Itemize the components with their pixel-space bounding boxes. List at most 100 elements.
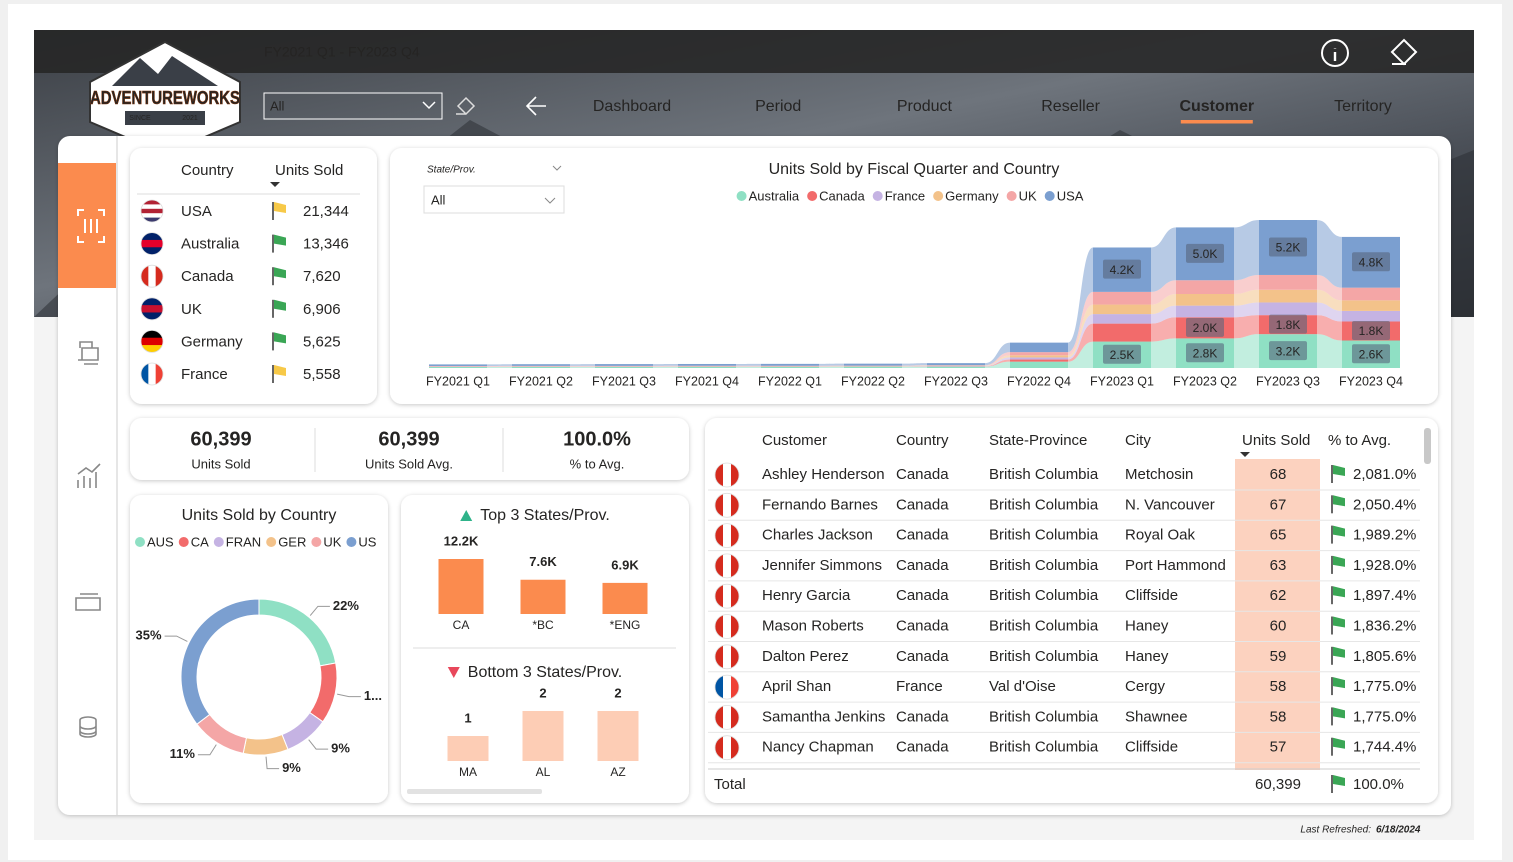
nav-item[interactable]: Dashboard <box>593 98 671 115</box>
ribbon-bar <box>429 366 487 368</box>
cell: British Columbia <box>989 587 1099 604</box>
legend-swatch <box>1006 191 1017 201</box>
ribbon-bar <box>1259 289 1317 303</box>
icon-database[interactable] <box>79 716 97 738</box>
period-label: FY2021 Q1 - FY2023 Q4 <box>264 44 420 60</box>
ribbon <box>1068 304 1093 358</box>
flag-stripe <box>155 363 163 385</box>
data-label: 2.8K <box>1193 346 1218 360</box>
cell: 1,744.4% <box>1353 739 1416 756</box>
country-panel <box>130 148 377 404</box>
cell: British Columbia <box>989 466 1099 483</box>
nav-item[interactable]: Product <box>897 98 953 115</box>
flag-stripe <box>141 239 163 248</box>
legend-swatch <box>1044 191 1055 201</box>
legend-label: AUS <box>147 534 174 549</box>
period-dropdown[interactable] <box>263 92 443 120</box>
flag-rim <box>714 553 740 579</box>
back-arrow[interactable] <box>525 96 546 116</box>
data-label-box <box>1352 252 1390 272</box>
flag-icon <box>274 267 286 279</box>
country-name: Australia <box>181 236 240 253</box>
flag-stripe <box>715 675 724 700</box>
nav-underline <box>1180 120 1253 124</box>
ribbon <box>1068 323 1093 362</box>
flag-stripe <box>715 523 724 548</box>
ribbon-bar <box>512 366 570 368</box>
x-tick-label: AZ <box>610 765 625 779</box>
logo-mountain <box>112 56 218 86</box>
data-label: 12.2K <box>444 533 479 548</box>
flag <box>715 463 739 487</box>
clear-filter-icon[interactable] <box>456 96 476 116</box>
flag-rim <box>714 492 740 518</box>
cell: British Columbia <box>989 496 1099 513</box>
flag-rim <box>714 705 740 730</box>
nav-item[interactable]: Territory <box>1334 98 1392 115</box>
legend-label: UK <box>323 534 341 549</box>
cell: Cliffside <box>1125 587 1178 604</box>
leader-line <box>265 756 280 770</box>
data-label: 4.2K <box>1110 263 1135 277</box>
nav-item[interactable]: Period <box>755 98 801 115</box>
kpi-label: % to Avg. <box>570 456 625 471</box>
ribbon <box>1234 289 1259 306</box>
ribbon <box>1151 294 1176 315</box>
cell: British Columbia <box>989 648 1099 665</box>
data-label: 5.2K <box>1276 241 1301 255</box>
cell: 67 <box>1270 496 1287 513</box>
legend-label: FRAN <box>226 534 261 549</box>
icon-reseller[interactable] <box>78 341 99 365</box>
ribbon-bar <box>1176 305 1234 318</box>
flag-icon <box>1333 737 1345 749</box>
ribbon-bar <box>1010 342 1068 353</box>
flag-stripe <box>731 523 739 548</box>
ribbon <box>985 342 1010 366</box>
column-header: City <box>1125 432 1151 449</box>
filter-box[interactable] <box>423 185 565 214</box>
icon-money[interactable] <box>75 593 101 611</box>
data-label-box <box>1352 344 1390 364</box>
trend-icon <box>447 667 460 678</box>
sidebar-active[interactable] <box>58 163 117 288</box>
ribbon <box>1151 317 1176 342</box>
flag-icon <box>1333 495 1345 507</box>
ribbon <box>985 361 1010 368</box>
filter-value: All <box>431 192 446 207</box>
ribbon-bar <box>1342 287 1400 301</box>
ribbon-bar <box>927 363 985 366</box>
x-tick-label: FY2023 Q1 <box>1090 374 1154 388</box>
scrollbar <box>407 789 542 794</box>
refresh-date: 6/18/2024 <box>1376 825 1421 836</box>
cell: 58 <box>1270 708 1287 725</box>
ribbon <box>487 364 512 366</box>
legend-swatch <box>346 537 357 547</box>
cell: Nancy Chapman <box>762 739 874 756</box>
flag <box>715 614 739 639</box>
nav-item[interactable]: Customer <box>1179 98 1254 115</box>
flag-rim <box>140 232 164 256</box>
nav-item[interactable]: Reseller <box>1041 98 1100 115</box>
flag-stripe <box>723 523 732 548</box>
legend-label: CA <box>191 534 209 549</box>
info-icon[interactable] <box>1321 39 1349 67</box>
country-name: UK <box>181 301 202 318</box>
legend-swatch <box>135 537 145 547</box>
ribbon-bar <box>1010 361 1068 368</box>
x-tick-label: *BC <box>532 618 554 632</box>
units-sold: 21,344 <box>303 203 349 220</box>
period-filter: All <box>270 98 285 113</box>
donut-slice <box>180 598 260 725</box>
ribbon <box>653 366 678 368</box>
data-label: 22% <box>333 598 359 613</box>
flag-icon <box>1333 707 1345 719</box>
eraser-icon[interactable] <box>1390 38 1418 66</box>
icon-customer[interactable] <box>77 209 105 243</box>
ribbon <box>1317 302 1342 322</box>
ribbon-bar <box>1259 302 1317 316</box>
flag-stripe <box>141 330 163 339</box>
data-label: 2 <box>539 685 546 700</box>
legend: Australia Canada France Germany UK USA <box>736 188 1084 203</box>
icon-trend[interactable] <box>77 463 101 488</box>
